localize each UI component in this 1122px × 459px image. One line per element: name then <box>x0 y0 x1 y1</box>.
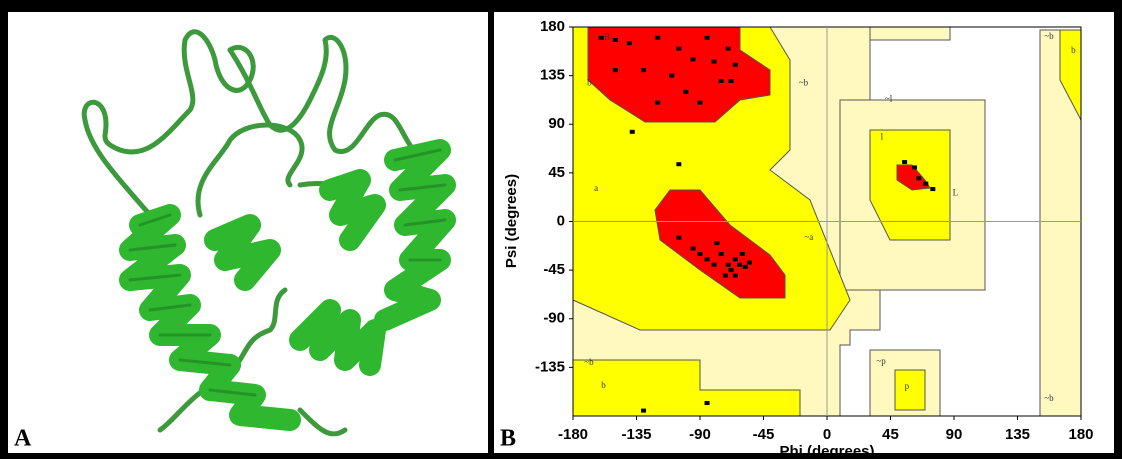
x-tick-label: 180 <box>1068 426 1093 443</box>
residue-point <box>655 35 661 40</box>
residue-point <box>737 262 743 267</box>
region-label: b <box>601 380 606 390</box>
residue-point <box>718 251 724 256</box>
residue-point <box>612 68 618 73</box>
residue-point <box>711 262 717 267</box>
residue-point <box>746 260 752 265</box>
residue-point <box>704 401 710 406</box>
residue-point <box>626 41 632 46</box>
x-tick-label: -45 <box>753 426 775 443</box>
x-tick-label: 45 <box>882 426 899 443</box>
residue-point <box>704 257 710 262</box>
residue-point <box>697 100 703 105</box>
residue-point <box>641 408 647 413</box>
protein-cartoon <box>81 29 456 437</box>
region-label: ~l <box>885 93 893 103</box>
panel-label: B <box>500 426 516 452</box>
ramachandran-regions <box>572 26 1082 417</box>
residue-point <box>629 129 635 134</box>
residue-point <box>697 251 703 256</box>
y-tick-label: 0 <box>557 212 565 229</box>
residue-point <box>930 187 936 192</box>
residue-point <box>704 35 710 40</box>
x-tick-label: 135 <box>1005 426 1030 443</box>
residue-point <box>598 35 604 40</box>
residue-point <box>742 264 748 269</box>
panel-label: A <box>14 426 32 452</box>
x-tick-label: -90 <box>689 426 711 443</box>
residue-point <box>690 57 696 62</box>
residue-point <box>911 165 917 170</box>
region-label: a <box>594 183 598 193</box>
residue-point <box>732 62 738 67</box>
residue-point <box>725 46 731 51</box>
residue-point <box>655 100 661 105</box>
residue-point <box>923 181 929 186</box>
region-label: ~b <box>1044 393 1054 403</box>
residue-point <box>732 257 738 262</box>
residue-point <box>711 59 717 64</box>
y-tick-label: -90 <box>543 310 565 327</box>
region-label: ~p <box>876 356 886 366</box>
region-label: b <box>1071 45 1076 55</box>
allowed-region <box>894 369 926 411</box>
residue-point <box>739 251 745 256</box>
core-region <box>587 26 771 123</box>
region-label: ~a <box>804 232 813 242</box>
y-axis-label: Psi (degrees) <box>503 174 520 268</box>
residue-point <box>676 162 682 167</box>
generous-region <box>869 26 951 41</box>
y-tick-label: 135 <box>540 67 565 84</box>
residue-point <box>676 235 682 240</box>
core-region <box>896 164 931 191</box>
x-axis-label: Phi (degrees) <box>779 443 874 459</box>
residue-point <box>669 73 675 78</box>
region-label: b <box>587 77 592 87</box>
y-tick-label: -45 <box>543 261 565 278</box>
residue-point <box>728 268 734 273</box>
x-tick-label: 90 <box>946 426 963 443</box>
region-label: B <box>604 32 610 42</box>
x-tick-label: -135 <box>621 426 651 443</box>
residue-point <box>732 273 738 278</box>
x-tick-label: -180 <box>558 426 588 443</box>
residue-point <box>718 79 724 84</box>
region-label: L <box>953 187 959 197</box>
residue-point <box>714 241 720 246</box>
residue-point <box>902 160 908 165</box>
region-label: ~b <box>1044 31 1054 41</box>
residue-point <box>676 46 682 51</box>
y-tick-label: 45 <box>548 164 565 181</box>
x-tick-label: 0 <box>823 426 831 443</box>
residue-point <box>916 176 922 181</box>
residue-point <box>725 262 731 267</box>
core-region <box>654 189 786 299</box>
residue-point <box>641 68 647 73</box>
residue-point <box>683 89 689 94</box>
region-label: p <box>905 381 910 391</box>
residue-point <box>728 79 734 84</box>
residue-point <box>612 37 618 42</box>
residue-point <box>722 273 728 278</box>
region-label: ~b <box>584 357 594 367</box>
residue-point <box>690 246 696 251</box>
y-tick-label: -135 <box>535 358 565 375</box>
y-tick-label: 180 <box>540 18 565 35</box>
region-label: ~b <box>799 77 809 87</box>
y-tick-label: 90 <box>548 115 565 132</box>
region-label: l <box>881 131 884 141</box>
